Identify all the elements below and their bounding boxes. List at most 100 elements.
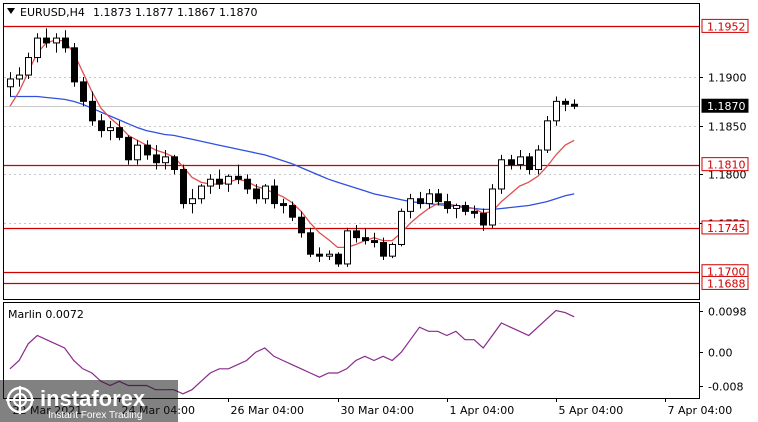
- date-tick-label: 26 Mar 04:00: [231, 404, 304, 417]
- candle: [225, 174, 232, 192]
- candle: [407, 193, 414, 219]
- candle: [307, 227, 314, 258]
- candle-body: [407, 198, 414, 212]
- candle-body: [498, 159, 505, 190]
- candle: [362, 227, 369, 245]
- candle-body: [316, 253, 323, 257]
- candle: [216, 169, 223, 189]
- candle: [62, 30, 69, 53]
- candle: [371, 232, 378, 248]
- candle: [508, 154, 515, 170]
- date-tick-label: 30 Mar 04:00: [341, 404, 414, 417]
- candle-body: [171, 156, 178, 171]
- candle: [498, 154, 505, 194]
- candle: [335, 252, 342, 267]
- candle: [116, 120, 123, 141]
- candle: [171, 154, 178, 175]
- candle: [198, 184, 205, 204]
- watermark: instaforex Instant Forex Trading: [0, 380, 178, 422]
- date-tick-label: 1 Apr 04:00: [450, 404, 515, 417]
- candle: [271, 179, 278, 209]
- triangle-down-icon: [7, 8, 15, 14]
- current-price-label-text: 1.1870: [707, 100, 746, 113]
- current-price-label-box: [701, 98, 749, 113]
- candle: [53, 33, 60, 53]
- candle-body: [16, 74, 23, 80]
- candle-body: [371, 240, 378, 244]
- header: EURUSD,H4 1.1873 1.1877 1.1867 1.1870: [7, 6, 257, 19]
- candle-body: [298, 216, 305, 234]
- candle: [444, 193, 451, 214]
- candle: [98, 114, 105, 138]
- instaforex-logo-icon: [6, 386, 34, 414]
- level-label-box: [701, 18, 749, 33]
- candle: [7, 72, 14, 97]
- candle: [253, 184, 260, 204]
- candle: [535, 145, 542, 175]
- candle: [435, 188, 442, 206]
- candle: [462, 201, 469, 216]
- candle-body: [508, 159, 515, 166]
- candle-body: [544, 120, 551, 151]
- candle-body: [253, 188, 260, 200]
- candle: [526, 152, 533, 175]
- candle-body: [380, 242, 387, 257]
- indicator-label: Marlin 0.0072: [8, 308, 84, 321]
- candle: [280, 198, 287, 214]
- candle-body: [362, 237, 369, 242]
- level-label-box: [701, 275, 749, 290]
- candle-body: [471, 210, 478, 214]
- main-plot-frame: [3, 3, 700, 300]
- price-tick-label: 1.1800: [708, 169, 747, 182]
- candle: [162, 150, 169, 170]
- candle: [517, 150, 524, 170]
- candle: [544, 115, 551, 153]
- price-tick-label: 1.1850: [708, 121, 747, 134]
- candle-body: [225, 175, 232, 185]
- candle-body: [353, 230, 360, 239]
- candle: [353, 225, 360, 243]
- candle: [189, 188, 196, 214]
- candle-body: [89, 100, 96, 122]
- candle: [34, 33, 41, 63]
- candle: [207, 174, 214, 194]
- candle-body: [389, 243, 396, 257]
- candle: [107, 120, 114, 141]
- candle-body: [526, 156, 533, 171]
- level-label-text: 1.1700: [707, 266, 746, 279]
- candle: [453, 203, 460, 219]
- candle-body: [144, 144, 151, 156]
- candle: [316, 247, 323, 263]
- level-label: 1.1810: [701, 157, 749, 172]
- candle: [262, 184, 269, 204]
- candle-body: [307, 232, 314, 255]
- candle-body: [480, 212, 487, 226]
- level-label-box: [701, 220, 749, 235]
- level-label: 1.1700: [701, 264, 749, 279]
- candle-body: [80, 81, 87, 102]
- candle-body: [335, 253, 342, 265]
- slow-ma-line: [10, 95, 575, 211]
- candle-body: [235, 175, 242, 180]
- candle: [71, 42, 78, 87]
- candle-body: [398, 210, 405, 245]
- candle: [180, 164, 187, 209]
- watermark-tagline: Instant Forex Trading: [48, 410, 143, 421]
- candle-body: [562, 100, 569, 105]
- candle-body: [153, 154, 160, 164]
- watermark-brand: instaforex: [40, 386, 146, 411]
- candle: [380, 237, 387, 261]
- level-label: 1.1688: [701, 275, 749, 290]
- candle-body: [417, 198, 424, 205]
- candle-body: [53, 37, 60, 44]
- candle: [389, 242, 396, 259]
- level-label-text: 1.1810: [707, 159, 746, 172]
- candle: [326, 250, 333, 261]
- oscillator-tick-label: 0.00: [708, 347, 733, 360]
- candle-body: [289, 205, 296, 218]
- candle-body: [571, 103, 578, 107]
- candles-layer: [7, 28, 578, 267]
- candle-body: [189, 198, 196, 205]
